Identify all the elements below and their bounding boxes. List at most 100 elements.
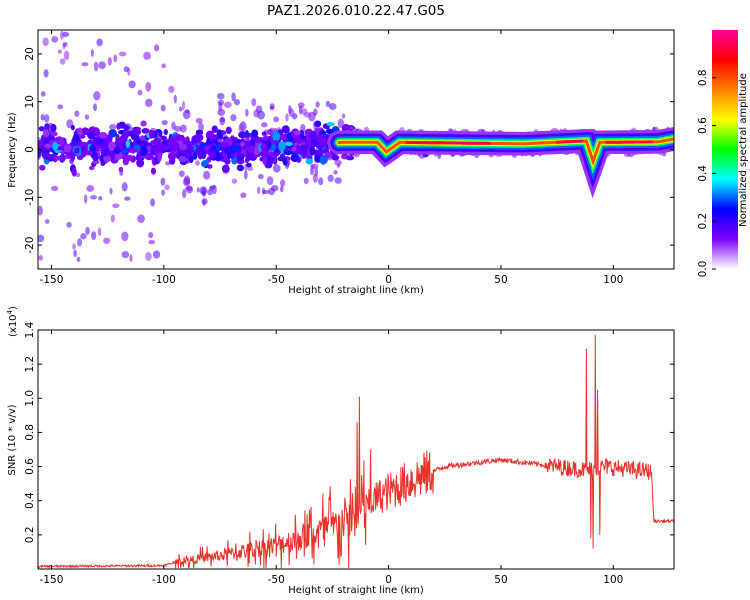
heatmap-noise-cell bbox=[212, 184, 217, 195]
spectrogram-y-label: Frequency (Hz) bbox=[7, 112, 18, 188]
heatmap-noise-cell bbox=[66, 221, 72, 228]
heatmap-cell bbox=[85, 150, 93, 156]
heatmap-noise-cell bbox=[96, 38, 103, 47]
heatmap-noise-cell bbox=[168, 85, 175, 93]
heatmap-noise-cell bbox=[143, 51, 151, 60]
heatmap-noise-cell bbox=[112, 203, 120, 209]
heatmap-cell bbox=[123, 129, 129, 140]
x-tick-label: -150 bbox=[40, 274, 64, 286]
y-tick-label: 0.8 bbox=[24, 424, 36, 441]
heatmap-noise-cell bbox=[201, 187, 207, 197]
x-tick-label: -100 bbox=[152, 274, 176, 286]
heatmap-noise-cell bbox=[318, 177, 324, 186]
x-tick-label: 50 bbox=[494, 274, 507, 286]
heatmap-noise-cell bbox=[124, 196, 131, 201]
heatmap-cell bbox=[282, 157, 288, 166]
heatmap-cell bbox=[188, 155, 194, 164]
heatmap-cell bbox=[231, 144, 241, 152]
heatmap-cell bbox=[224, 158, 231, 165]
heatmap-noise-cell bbox=[137, 89, 143, 96]
heatmap-noise-cell bbox=[60, 30, 64, 40]
heatmap-cell bbox=[39, 164, 46, 171]
heatmap-cell bbox=[42, 129, 50, 138]
x-tick-label: 0 bbox=[385, 274, 392, 286]
heatmap-noise-cell bbox=[257, 173, 264, 180]
heatmap-noise-cell bbox=[42, 37, 49, 47]
heatmap-cell bbox=[132, 126, 141, 135]
heatmap-noise-cell bbox=[86, 185, 95, 192]
heatmap-cell bbox=[280, 133, 287, 141]
heatmap-cell bbox=[261, 131, 267, 136]
heatmap-noise-cell bbox=[161, 63, 166, 69]
heatmap-noise-cell bbox=[262, 189, 270, 195]
heatmap-noise-cell bbox=[121, 250, 130, 259]
heatmap-noise-cell bbox=[341, 113, 346, 119]
heatmap-cell bbox=[99, 138, 104, 144]
colorbar-tick-label: 0.8 bbox=[697, 69, 709, 86]
heatmap-cell bbox=[178, 155, 187, 163]
heatmap-cell bbox=[133, 144, 141, 150]
colorbar: 0.0 0.2 0.4 0.6 0.8 Normalized spectral ampl… bbox=[697, 30, 749, 277]
heatmap-noise-cell bbox=[257, 186, 261, 194]
heatmap-noise-cell bbox=[327, 174, 334, 183]
heatmap-noise-cell bbox=[298, 105, 303, 115]
heatmap-cell bbox=[75, 132, 80, 142]
heatmap-noise-cell bbox=[279, 185, 284, 193]
heatmap-cell bbox=[106, 134, 113, 144]
heatmap-noise-cell bbox=[195, 117, 203, 124]
heatmap-cell bbox=[272, 131, 281, 142]
heatmap-cell bbox=[314, 120, 322, 128]
heatmap-cell bbox=[69, 151, 76, 162]
heatmap-noise-cell bbox=[76, 256, 81, 262]
colorbar-gradient bbox=[712, 30, 738, 269]
heatmap-cell bbox=[309, 145, 316, 156]
heatmap-cell bbox=[136, 158, 145, 168]
heatmap-cell bbox=[216, 129, 223, 139]
heatmap-cell bbox=[281, 125, 290, 134]
heatmap-noise-cell bbox=[271, 184, 279, 192]
heatmap-cell bbox=[92, 154, 99, 162]
heatmap-noise-cell bbox=[84, 114, 90, 120]
heatmap-noise-cell bbox=[63, 41, 68, 47]
y-tick-label: -10 bbox=[24, 189, 36, 206]
heatmap-cell bbox=[92, 137, 99, 145]
heatmap-cell bbox=[207, 164, 213, 169]
heatmap-cell bbox=[154, 145, 164, 152]
heatmap-noise-cell bbox=[38, 205, 43, 216]
heatmap-cell bbox=[81, 146, 87, 152]
heatmap-noise-cell bbox=[183, 175, 191, 185]
heatmap-noise-cell bbox=[93, 103, 97, 112]
heatmap-cell bbox=[141, 128, 150, 134]
heatmap-cell bbox=[194, 144, 200, 152]
heatmap-noise-cell bbox=[178, 106, 183, 112]
heatmap-noise-cell bbox=[233, 98, 241, 106]
heatmap-noise-cell bbox=[109, 123, 117, 131]
heatmap-noise-cell bbox=[315, 101, 320, 108]
heatmap-noise-cell bbox=[231, 178, 238, 184]
heatmap-noise-cell bbox=[107, 56, 112, 66]
heatmap-noise-cell bbox=[181, 100, 186, 111]
heatmap-noise-cell bbox=[231, 92, 236, 102]
heatmap-noise-cell bbox=[38, 254, 44, 261]
heatmap-cell bbox=[295, 135, 300, 140]
heatmap-noise-cell bbox=[288, 108, 295, 118]
heatmap-cell bbox=[121, 144, 126, 150]
heatmap-cell bbox=[50, 131, 58, 137]
heatmap-noise-cell bbox=[218, 101, 223, 112]
snr-multiplier: (x104) bbox=[6, 306, 19, 337]
heatmap-noise-cell bbox=[203, 170, 211, 180]
chart-title: PAZ1.2026.010.22.47.G05 bbox=[267, 3, 445, 19]
spectrogram-x-ticks: -150 -100 -50 0 50 100 bbox=[40, 30, 623, 286]
heatmap-cell bbox=[223, 145, 233, 155]
y-tick-label: 0 bbox=[24, 146, 36, 153]
heatmap-cell bbox=[198, 148, 207, 158]
heatmap-noise-cell bbox=[103, 237, 111, 244]
heatmap-noise-cell bbox=[201, 197, 208, 205]
heatmap-noise-cell bbox=[240, 192, 247, 199]
heatmap-cell bbox=[89, 144, 97, 153]
heatmap-cell bbox=[52, 141, 59, 151]
heatmap-noise-cell bbox=[57, 104, 64, 110]
heatmap-noise-cell bbox=[181, 189, 187, 199]
y-tick-label: 10 bbox=[24, 95, 36, 108]
